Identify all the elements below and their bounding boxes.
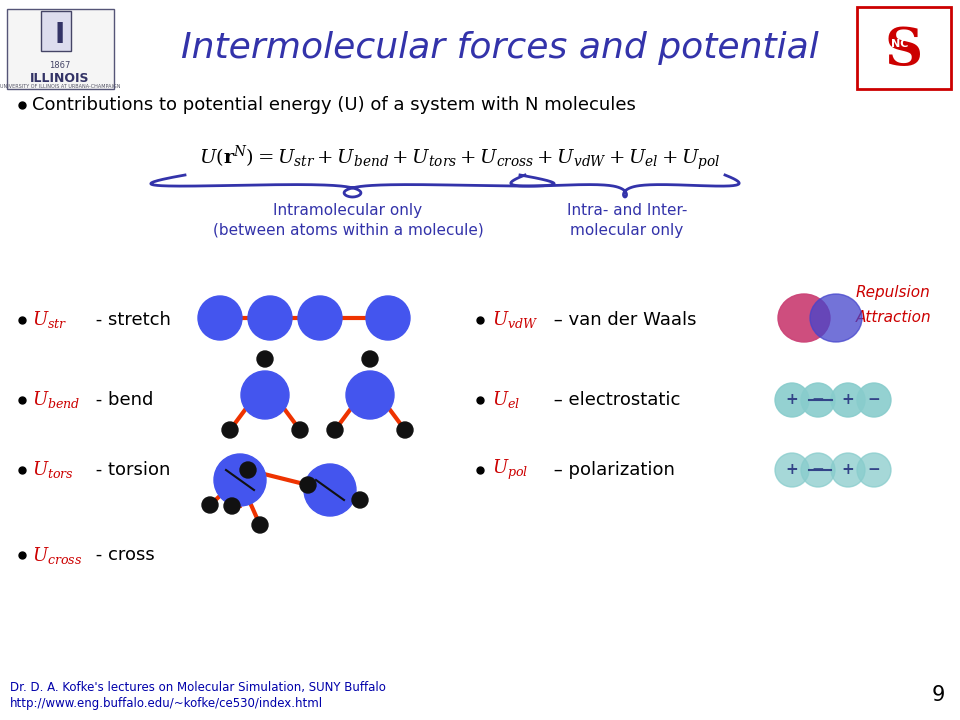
Circle shape xyxy=(240,462,256,478)
Text: NC: NC xyxy=(891,39,909,49)
Circle shape xyxy=(214,454,266,506)
Circle shape xyxy=(831,453,865,487)
Text: 9: 9 xyxy=(931,685,945,705)
Text: http://www.eng.buffalo.edu/~kofke/ce530/index.html: http://www.eng.buffalo.edu/~kofke/ce530/… xyxy=(10,696,324,709)
Circle shape xyxy=(298,296,342,340)
Circle shape xyxy=(252,517,268,533)
Text: −: − xyxy=(811,392,825,408)
Circle shape xyxy=(801,453,835,487)
Text: −: − xyxy=(868,462,880,477)
Text: $U_{str}$: $U_{str}$ xyxy=(32,310,67,330)
Circle shape xyxy=(248,296,292,340)
Text: 1867: 1867 xyxy=(49,61,71,71)
Circle shape xyxy=(857,383,891,417)
Text: $U_{cross}$: $U_{cross}$ xyxy=(32,544,83,565)
Text: +: + xyxy=(785,392,799,408)
Circle shape xyxy=(304,464,356,516)
Text: – van der Waals: – van der Waals xyxy=(548,311,697,329)
Text: $U(\mathbf{r}^N) = U_{str} + U_{bend} + U_{tors} + U_{cross} + U_{vdW} + U_{el} : $U(\mathbf{r}^N) = U_{str} + U_{bend} + … xyxy=(200,143,721,173)
Circle shape xyxy=(300,477,316,493)
Circle shape xyxy=(202,497,218,513)
Ellipse shape xyxy=(778,294,830,342)
Circle shape xyxy=(775,383,809,417)
Text: +: + xyxy=(842,462,854,477)
Circle shape xyxy=(257,351,273,367)
Circle shape xyxy=(857,453,891,487)
Text: Intramolecular only
(between atoms within a molecule): Intramolecular only (between atoms withi… xyxy=(212,203,484,238)
Text: - bend: - bend xyxy=(90,391,154,409)
FancyBboxPatch shape xyxy=(41,11,71,51)
Circle shape xyxy=(222,422,238,438)
Circle shape xyxy=(397,422,413,438)
Text: Repulsion
Attraction: Repulsion Attraction xyxy=(856,285,931,325)
Text: $U_{vdW}$: $U_{vdW}$ xyxy=(492,310,539,330)
Text: +: + xyxy=(785,462,799,477)
Text: - torsion: - torsion xyxy=(90,461,170,479)
Circle shape xyxy=(801,383,835,417)
Text: +: + xyxy=(842,392,854,408)
Text: - cross: - cross xyxy=(90,546,155,564)
FancyBboxPatch shape xyxy=(857,7,951,89)
Circle shape xyxy=(346,371,394,419)
Text: - stretch: - stretch xyxy=(90,311,171,329)
Circle shape xyxy=(241,371,289,419)
Text: UNIVERSITY OF ILLINOIS AT URBANA-CHAMPAIGN: UNIVERSITY OF ILLINOIS AT URBANA-CHAMPAI… xyxy=(0,84,120,89)
Circle shape xyxy=(362,351,378,367)
Text: $U_{bend}$: $U_{bend}$ xyxy=(32,390,81,410)
Circle shape xyxy=(224,498,240,514)
Text: Intra- and Inter-
molecular only: Intra- and Inter- molecular only xyxy=(566,203,687,238)
Text: ILLINOIS: ILLINOIS xyxy=(31,71,89,84)
FancyBboxPatch shape xyxy=(7,9,114,89)
Text: S: S xyxy=(885,24,924,76)
Text: $U_{el}$: $U_{el}$ xyxy=(492,390,520,410)
Text: – electrostatic: – electrostatic xyxy=(548,391,681,409)
Ellipse shape xyxy=(810,294,862,342)
Circle shape xyxy=(292,422,308,438)
Text: Dr. D. A. Kofke's lectures on Molecular Simulation, SUNY Buffalo: Dr. D. A. Kofke's lectures on Molecular … xyxy=(10,682,386,695)
Circle shape xyxy=(198,296,242,340)
Circle shape xyxy=(831,383,865,417)
Text: −: − xyxy=(811,462,825,477)
Circle shape xyxy=(775,453,809,487)
Text: $U_{pol}$: $U_{pol}$ xyxy=(492,458,528,482)
Circle shape xyxy=(327,422,343,438)
Text: $U_{tors}$: $U_{tors}$ xyxy=(32,459,74,480)
Text: −: − xyxy=(868,392,880,408)
Text: – polarization: – polarization xyxy=(548,461,675,479)
Text: I: I xyxy=(55,21,65,49)
Text: Intermolecular forces and potential: Intermolecular forces and potential xyxy=(181,31,819,65)
Circle shape xyxy=(366,296,410,340)
Text: Contributions to potential energy (U) of a system with N molecules: Contributions to potential energy (U) of… xyxy=(32,96,636,114)
Circle shape xyxy=(352,492,368,508)
